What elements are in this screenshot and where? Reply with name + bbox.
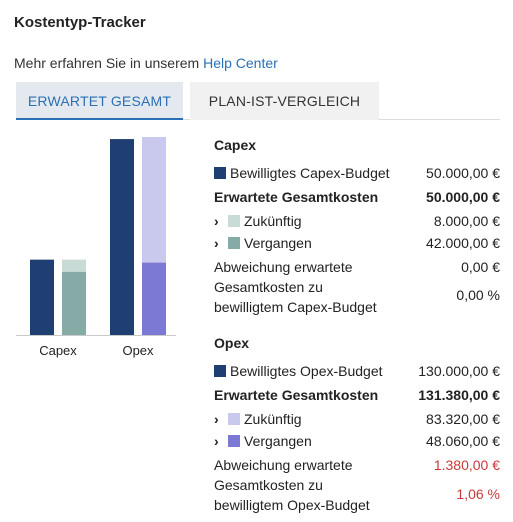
tab-bar: ERWARTET GESAMT PLAN-IST-VERGLEICH (16, 82, 500, 120)
capex-deviation-value: 0,00 € (461, 259, 500, 275)
opex-future-bar (142, 137, 166, 263)
opex-deviation-label-line2: Gesamtkosten zu (214, 477, 323, 493)
capex-past-value: 42.000,00 € (426, 235, 500, 251)
capex-expected-label: Erwartete Gesamtkosten (214, 189, 379, 205)
opex-budget-label: Bewilligtes Opex-Budget (230, 363, 383, 379)
capex-future-label: Zukünftig (244, 213, 302, 229)
opex-past-bar (142, 262, 166, 335)
opex-past-label: Vergangen (244, 433, 312, 449)
opex-deviation-label-line1: Abweichung erwartete (214, 457, 353, 473)
opex-past-row[interactable]: › Vergangen 48.060,00 € (214, 431, 500, 451)
opex-expected-label: Erwartete Gesamtkosten (214, 387, 379, 403)
page-title: Kostentyp-Tracker (14, 14, 146, 31)
opex-heading: Opex (214, 335, 250, 351)
chevron-right-icon[interactable]: › (214, 411, 219, 427)
opex-future-value: 83.320,00 € (426, 411, 500, 427)
help-prefix: Mehr erfahren Sie in unserem (14, 55, 204, 71)
capex-future-value: 8.000,00 € (433, 213, 500, 229)
help-text: Mehr erfahren Sie in unserem Help Center (14, 55, 278, 71)
capex-budget-row: Bewilligtes Capex-Budget 50.000,00 € (214, 163, 500, 183)
capex-future-legend-swatch (228, 215, 240, 227)
capex-deviation-label-line1: Abweichung erwartete (214, 259, 353, 275)
opex-budget-legend-swatch (214, 365, 226, 377)
opex-expected-value: 131.380,00 € (418, 387, 500, 403)
opex-deviation-value-row: 1.380,00 € (414, 455, 500, 475)
chevron-right-icon[interactable]: › (214, 235, 219, 251)
capex-deviation-percent: 0,00 % (456, 287, 500, 303)
capex-past-bar (62, 271, 86, 335)
capex-future-bar (62, 259, 86, 272)
opex-future-legend-swatch (228, 413, 240, 425)
opex-tick-label: Opex (122, 343, 154, 358)
capex-past-label: Vergangen (244, 235, 312, 251)
opex-deviation-label: Abweichung erwartete Gesamtkosten zu bew… (214, 455, 414, 515)
capex-heading: Capex (214, 137, 257, 153)
opex-future-row[interactable]: › Zukünftig 83.320,00 € (214, 409, 500, 429)
capex-budget-legend-swatch (214, 167, 226, 179)
capex-deviation-label: Abweichung erwartete Gesamtkosten zu bew… (214, 257, 414, 317)
tab-erwartet-gesamt[interactable]: ERWARTET GESAMT (16, 82, 183, 120)
opex-budget-value: 130.000,00 € (418, 363, 500, 379)
opex-deviation-label-line3: bewilligtem Opex-Budget (214, 497, 370, 513)
opex-deviation-percent: 1,06 % (456, 486, 500, 502)
capex-future-row[interactable]: › Zukünftig 8.000,00 € (214, 211, 500, 231)
opex-expected-row: Erwartete Gesamtkosten 131.380,00 € (214, 385, 500, 405)
capex-budget-value: 50.000,00 € (426, 165, 500, 181)
opex-past-value: 48.060,00 € (426, 433, 500, 449)
opex-future-label: Zukünftig (244, 411, 302, 427)
capex-past-row[interactable]: › Vergangen 42.000,00 € (214, 233, 500, 253)
opex-budget-row: Bewilligtes Opex-Budget 130.000,00 € (214, 361, 500, 381)
capex-deviation-label-line2: Gesamtkosten zu (214, 279, 323, 295)
capex-expected-row: Erwartete Gesamtkosten 50.000,00 € (214, 187, 500, 207)
capex-deviation-label-line3: bewilligtem Capex-Budget (214, 299, 377, 315)
stacked-bar-chart: Capex Opex (16, 120, 176, 370)
capex-expected-value: 50.000,00 € (426, 189, 500, 205)
help-center-link[interactable]: Help Center (203, 55, 278, 71)
tab-plan-ist-vergleich[interactable]: PLAN-IST-VERGLEICH (190, 82, 379, 120)
opex-past-legend-swatch (228, 435, 240, 447)
capex-deviation-value-row: 0,00 € (414, 257, 500, 277)
chart-svg: Capex Opex (16, 137, 176, 358)
capex-budget-bar (30, 259, 54, 335)
chevron-right-icon[interactable]: › (214, 213, 219, 229)
opex-deviation-value: 1.380,00 € (433, 457, 500, 473)
opex-budget-bar (110, 139, 134, 335)
capex-past-legend-swatch (228, 237, 240, 249)
chevron-right-icon[interactable]: › (214, 433, 219, 449)
capex-tick-label: Capex (39, 343, 77, 358)
capex-budget-label: Bewilligtes Capex-Budget (230, 165, 390, 181)
